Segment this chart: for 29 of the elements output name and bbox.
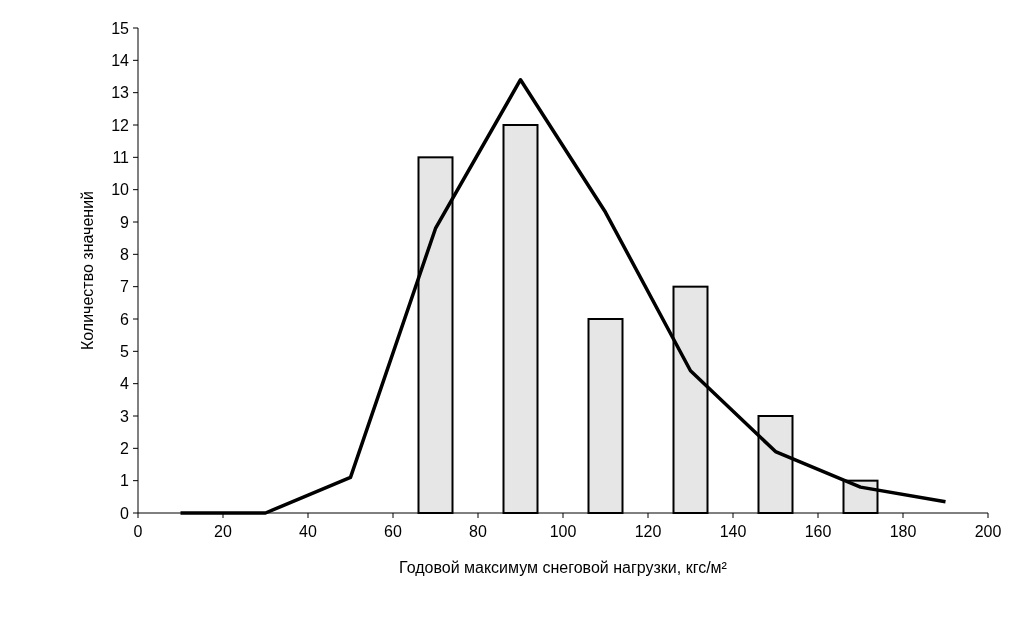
y-tick-label: 5 <box>120 342 130 360</box>
y-tick-label: 4 <box>120 375 130 393</box>
x-tick-label: 180 <box>889 523 917 540</box>
x-tick-label: 80 <box>469 523 487 540</box>
y-tick-label: 3 <box>120 407 130 425</box>
y-tick-label: 12 <box>111 116 130 134</box>
y-tick-label: 14 <box>111 51 130 69</box>
x-tick-label: 160 <box>804 523 832 540</box>
x-tick-label: 0 <box>133 523 143 540</box>
x-tick-label: 200 <box>974 523 1002 540</box>
x-tick-label: 100 <box>549 523 577 540</box>
y-tick-label: 9 <box>120 213 130 231</box>
y-tick-label: 2 <box>120 439 130 457</box>
y-tick-label: 11 <box>112 148 130 166</box>
x-tick-label: 60 <box>384 523 402 540</box>
y-axis-title: Количество значений <box>79 190 96 351</box>
y-tick-label: 8 <box>120 245 130 263</box>
y-tick-label: 6 <box>120 310 130 328</box>
y-tick-label: 15 <box>111 19 130 37</box>
x-tick-label: 140 <box>719 523 747 540</box>
x-axis-title: Годовой максимум снеговой нагрузки, кгс/м² <box>399 559 728 576</box>
y-tick-label: 1 <box>120 472 130 490</box>
x-tick-label: 120 <box>634 523 662 540</box>
y-tick-label: 0 <box>120 504 130 522</box>
x-tick-label: 20 <box>214 523 232 540</box>
x-tick-label: 40 <box>299 523 317 540</box>
y-tick-label: 13 <box>111 84 130 102</box>
y-tick-label: 10 <box>111 181 130 199</box>
y-tick-label: 7 <box>120 278 130 296</box>
